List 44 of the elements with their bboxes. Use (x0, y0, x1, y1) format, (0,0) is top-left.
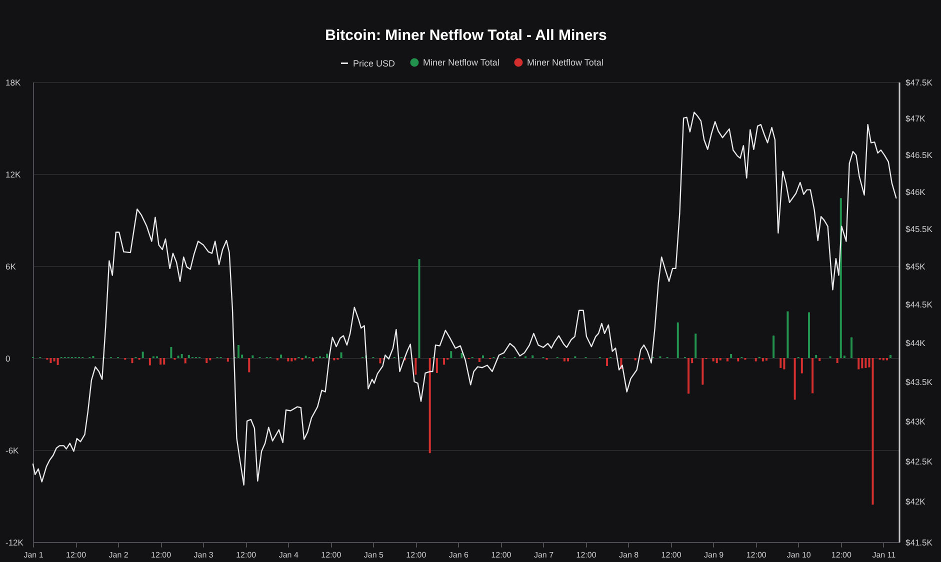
y2-tick-label: $47K (906, 114, 926, 124)
y-tick-label: 18K (6, 78, 21, 88)
y-tick-label: 6K (6, 262, 16, 272)
y2-tick-label: $45K (906, 262, 926, 272)
x-tick-label: Jan 2 (108, 550, 129, 560)
x-tick-label: Jan 4 (278, 550, 299, 560)
x-tick-label: 12:00 (491, 550, 512, 560)
x-tick-label: Jan 1 (24, 550, 44, 560)
y2-tick-label: $47.5K (906, 78, 933, 88)
y2-tick-label: $42.5K (906, 456, 933, 466)
y2-tick-label: $46K (906, 186, 926, 197)
y2-tick-label: $41.5K (906, 538, 933, 548)
x-tick-label: Jan 6 (448, 550, 470, 560)
x-tick-label: Jan 5 (364, 550, 384, 560)
y2-tick-label: $44K (906, 338, 926, 348)
y2-tick-label: $42K (906, 496, 926, 507)
y-tick-label: -6K (6, 446, 20, 456)
x-tick-label: 12:00 (661, 550, 682, 560)
x-tick-label: 12:00 (406, 550, 427, 560)
y2-tick-label: $43K (906, 416, 926, 427)
y2-tick-label: $43.5K (906, 377, 933, 388)
legend-label: Miner Netflow Total (422, 58, 500, 68)
x-tick-label: Jan 8 (618, 550, 640, 560)
x-tick-label: 12:00 (831, 550, 852, 560)
x-tick-label: 12:00 (151, 550, 172, 560)
x-tick-label: 12:00 (321, 550, 342, 560)
x-tick-label: 12:00 (746, 550, 767, 560)
x-tick-label: 12:00 (66, 550, 87, 560)
x-tick-label: Jan 7 (534, 550, 554, 560)
y2-tick-label: $44.5K (906, 300, 933, 310)
legend-label: Miner Netflow Total (526, 58, 604, 68)
legend-label: Price USD (352, 58, 396, 68)
y-tick-label: -12K (6, 538, 24, 548)
y2-tick-label: $46.5K (906, 150, 933, 160)
x-tick-label: Jan 11 (872, 550, 896, 560)
y2-tick-label: $45.5K (906, 224, 933, 234)
x-tick-label: Jan 10 (786, 550, 812, 560)
x-tick-label: 12:00 (576, 550, 597, 560)
y-tick-label: 0 (6, 354, 10, 364)
x-tick-label: 12:00 (236, 550, 257, 560)
x-tick-label: Jan 9 (704, 550, 724, 560)
chart-title: Bitcoin: Miner Netflow Total - All Miners (325, 27, 607, 44)
y-tick-label: 12K (6, 170, 21, 180)
x-tick-label: Jan 3 (194, 550, 214, 560)
